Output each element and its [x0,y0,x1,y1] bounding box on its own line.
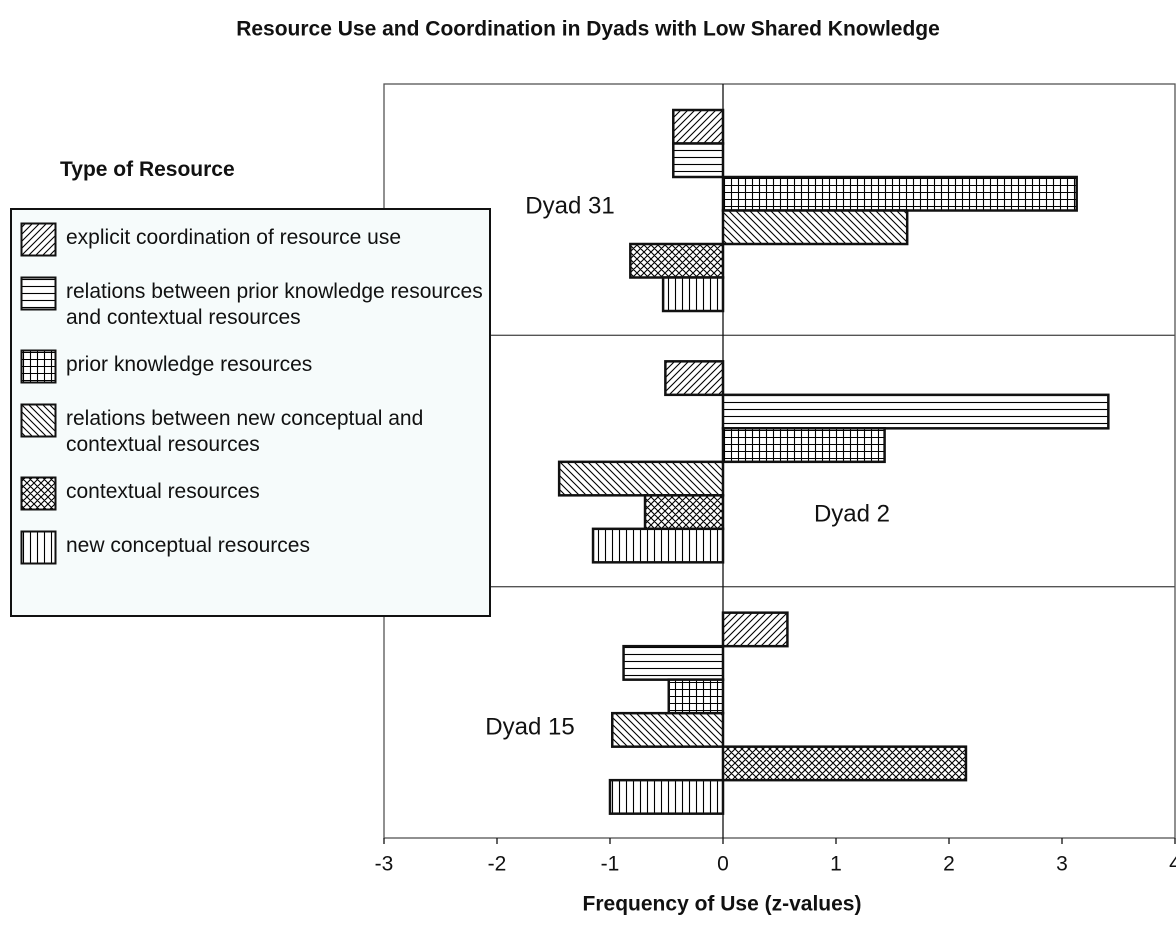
legend-swatch [20,530,57,565]
x-axis-label: Frequency of Use (z-values) [583,893,862,916]
bar [721,393,1110,430]
bar [608,778,725,815]
category-label: Dyad 2 [814,500,890,527]
x-tick-label: 1 [830,853,842,876]
legend-label: new conceptual resources [66,534,310,557]
bar [672,108,725,145]
bar [667,678,725,715]
bar [622,644,725,681]
category-label: Dyad 15 [485,713,574,740]
x-tick-label: -3 [375,853,394,876]
legend-title: Type of Resource [60,158,235,181]
bar [721,175,1078,212]
legend-swatch [20,276,57,311]
bar [629,242,725,279]
bar [661,276,725,313]
x-tick-label: -1 [601,853,620,876]
bar [672,142,725,179]
x-tick-label: 2 [943,853,955,876]
bar [721,209,909,246]
legend-swatch [20,476,57,511]
bar [721,745,968,782]
bar [721,427,886,464]
legend-swatch [20,403,57,438]
bar [557,460,725,497]
legend-label: relations between new conceptual and con… [66,407,424,456]
legend-item: contextual resources [20,476,489,512]
legend-item: relations between prior knowledge resour… [20,276,489,331]
x-tick-label: 3 [1056,853,1068,876]
x-tick-label: -2 [488,853,507,876]
bar [721,611,789,648]
legend-label: prior knowledge resources [66,353,313,376]
legend-item: prior knowledge resources [20,349,489,385]
legend-swatch [20,222,57,257]
x-tick-label: 4 [1169,853,1176,876]
legend: explicit coordination of resource use rel… [10,208,491,617]
legend-label: relations between prior knowledge resour… [66,280,483,329]
bar [643,494,725,531]
legend-label: contextual resources [66,480,260,503]
legend-item: new conceptual resources [20,530,489,566]
chart-title: Resource Use and Coordination in Dyads w… [236,18,940,41]
category-label: Dyad 31 [525,192,614,219]
legend-item: relations between new conceptual and con… [20,403,489,458]
bar [591,527,725,564]
legend-swatch [20,349,57,384]
bar [664,360,725,397]
x-tick-label: 0 [717,853,729,876]
legend-item: explicit coordination of resource use [20,222,489,258]
legend-label: explicit coordination of resource use [66,226,402,249]
bar [611,711,725,748]
